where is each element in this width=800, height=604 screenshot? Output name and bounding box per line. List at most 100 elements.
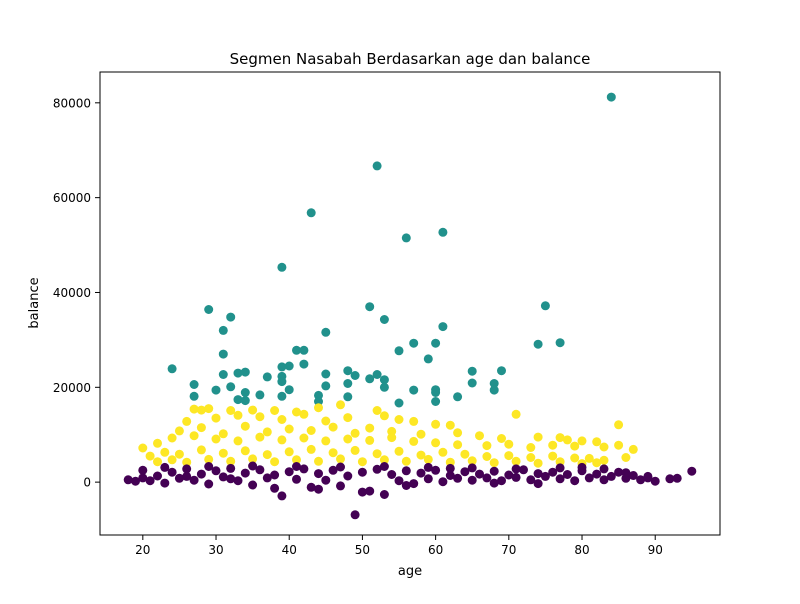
data-point: [372, 370, 382, 379]
data-point: [277, 362, 287, 372]
data-point: [401, 233, 411, 243]
data-point: [453, 473, 463, 483]
data-point: [160, 447, 170, 457]
data-point: [240, 367, 250, 377]
data-point: [497, 434, 506, 443]
data-point: [416, 468, 426, 478]
data-point: [606, 471, 616, 481]
data-point: [284, 424, 294, 434]
data-point: [672, 473, 682, 483]
y-tick-label: 0: [83, 476, 91, 490]
data-point: [321, 436, 331, 446]
data-point: [401, 481, 411, 490]
data-point: [306, 444, 316, 454]
data-point: [584, 453, 594, 463]
data-point: [233, 476, 243, 486]
data-point: [189, 380, 199, 389]
data-point: [321, 327, 331, 337]
data-point: [614, 420, 624, 430]
data-point: [196, 445, 206, 455]
data-point: [431, 338, 441, 348]
data-point: [299, 409, 309, 419]
data-point: [387, 426, 397, 436]
data-point: [284, 361, 294, 371]
data-point: [387, 433, 397, 443]
data-point: [350, 428, 360, 438]
data-point: [482, 452, 492, 461]
data-point: [270, 457, 280, 467]
data-point: [240, 396, 250, 406]
data-point: [240, 388, 250, 397]
data-point: [189, 391, 199, 401]
data-point: [394, 446, 404, 456]
data-point: [379, 455, 389, 465]
data-point: [182, 457, 192, 467]
data-point: [570, 476, 580, 486]
data-point: [350, 445, 360, 455]
data-point: [365, 302, 375, 312]
data-point: [262, 473, 272, 483]
data-point: [174, 426, 184, 436]
data-point: [336, 481, 345, 491]
data-point: [204, 305, 214, 314]
data-point: [182, 464, 192, 474]
data-point: [189, 475, 199, 485]
data-point: [160, 478, 170, 488]
data-point: [592, 469, 602, 479]
points-layer: [123, 92, 697, 520]
data-point: [599, 475, 609, 485]
data-point: [570, 441, 580, 451]
data-point: [211, 466, 221, 476]
data-point: [240, 421, 250, 431]
data-point: [372, 406, 382, 415]
data-point: [453, 428, 463, 438]
data-point: [423, 354, 433, 364]
data-point: [218, 448, 228, 458]
data-point: [138, 465, 148, 475]
data-point: [394, 398, 404, 408]
data-point: [519, 465, 528, 475]
data-point: [233, 410, 243, 420]
data-point: [423, 474, 433, 484]
data-point: [196, 423, 206, 433]
data-point: [218, 325, 228, 335]
data-point: [196, 405, 206, 415]
data-point: [248, 454, 258, 464]
data-point: [555, 463, 565, 473]
data-point: [350, 371, 360, 380]
data-point: [321, 381, 331, 391]
data-point: [409, 338, 419, 348]
data-point: [299, 464, 309, 474]
x-tick-label: 60: [428, 543, 443, 557]
data-point: [416, 429, 426, 439]
data-point: [606, 92, 616, 102]
data-point: [409, 416, 419, 426]
data-point: [153, 457, 162, 467]
data-point: [438, 322, 448, 332]
data-point: [379, 375, 389, 385]
data-point: [292, 474, 301, 484]
data-point: [174, 473, 184, 483]
data-point: [467, 475, 477, 485]
data-point: [453, 440, 463, 450]
data-point: [343, 434, 353, 444]
data-point: [314, 484, 323, 494]
data-point: [460, 449, 470, 459]
data-point: [409, 436, 419, 446]
data-point: [533, 469, 543, 479]
data-point: [526, 443, 536, 452]
data-point: [299, 359, 309, 369]
data-point: [189, 404, 199, 414]
data-point: [533, 458, 543, 468]
data-point: [226, 456, 236, 466]
x-axis: 20 30 40 50 60 70 80 90: [135, 535, 663, 557]
data-point: [262, 427, 272, 437]
data-point: [379, 462, 389, 471]
plot-frame: [99, 71, 721, 536]
data-point: [540, 301, 550, 311]
data-point: [431, 438, 441, 448]
data-point: [255, 412, 265, 422]
data-point: [614, 440, 624, 450]
data-point: [292, 462, 301, 471]
